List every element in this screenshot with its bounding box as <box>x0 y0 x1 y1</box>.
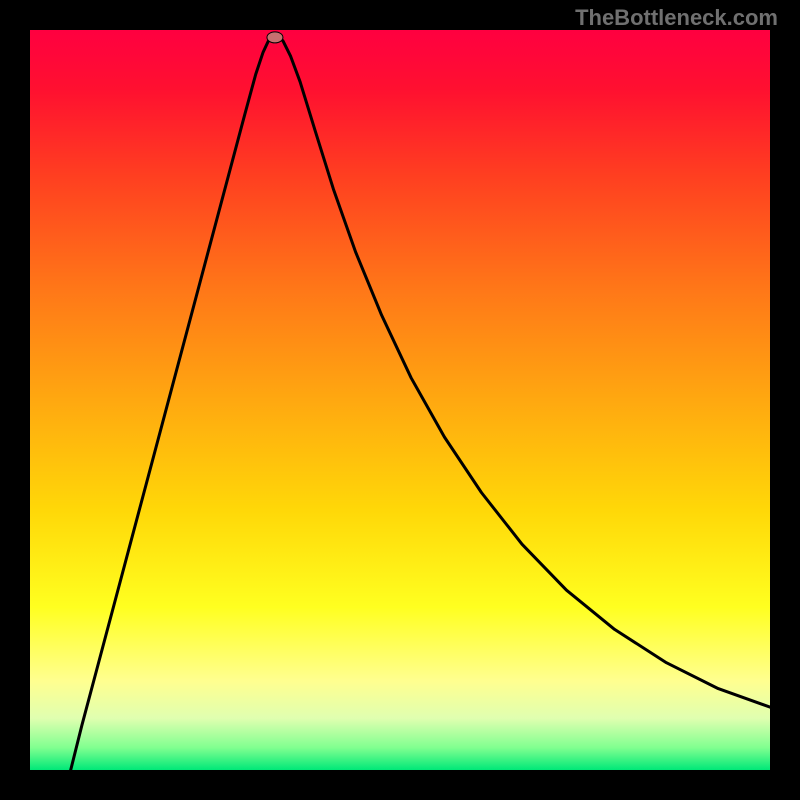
curve-svg <box>30 30 770 770</box>
chart-container: TheBottleneck.com <box>0 0 800 800</box>
optimal-marker <box>267 32 283 43</box>
watermark-text: TheBottleneck.com <box>575 5 778 31</box>
bottleneck-curve <box>71 35 770 770</box>
plot-area <box>30 30 770 770</box>
